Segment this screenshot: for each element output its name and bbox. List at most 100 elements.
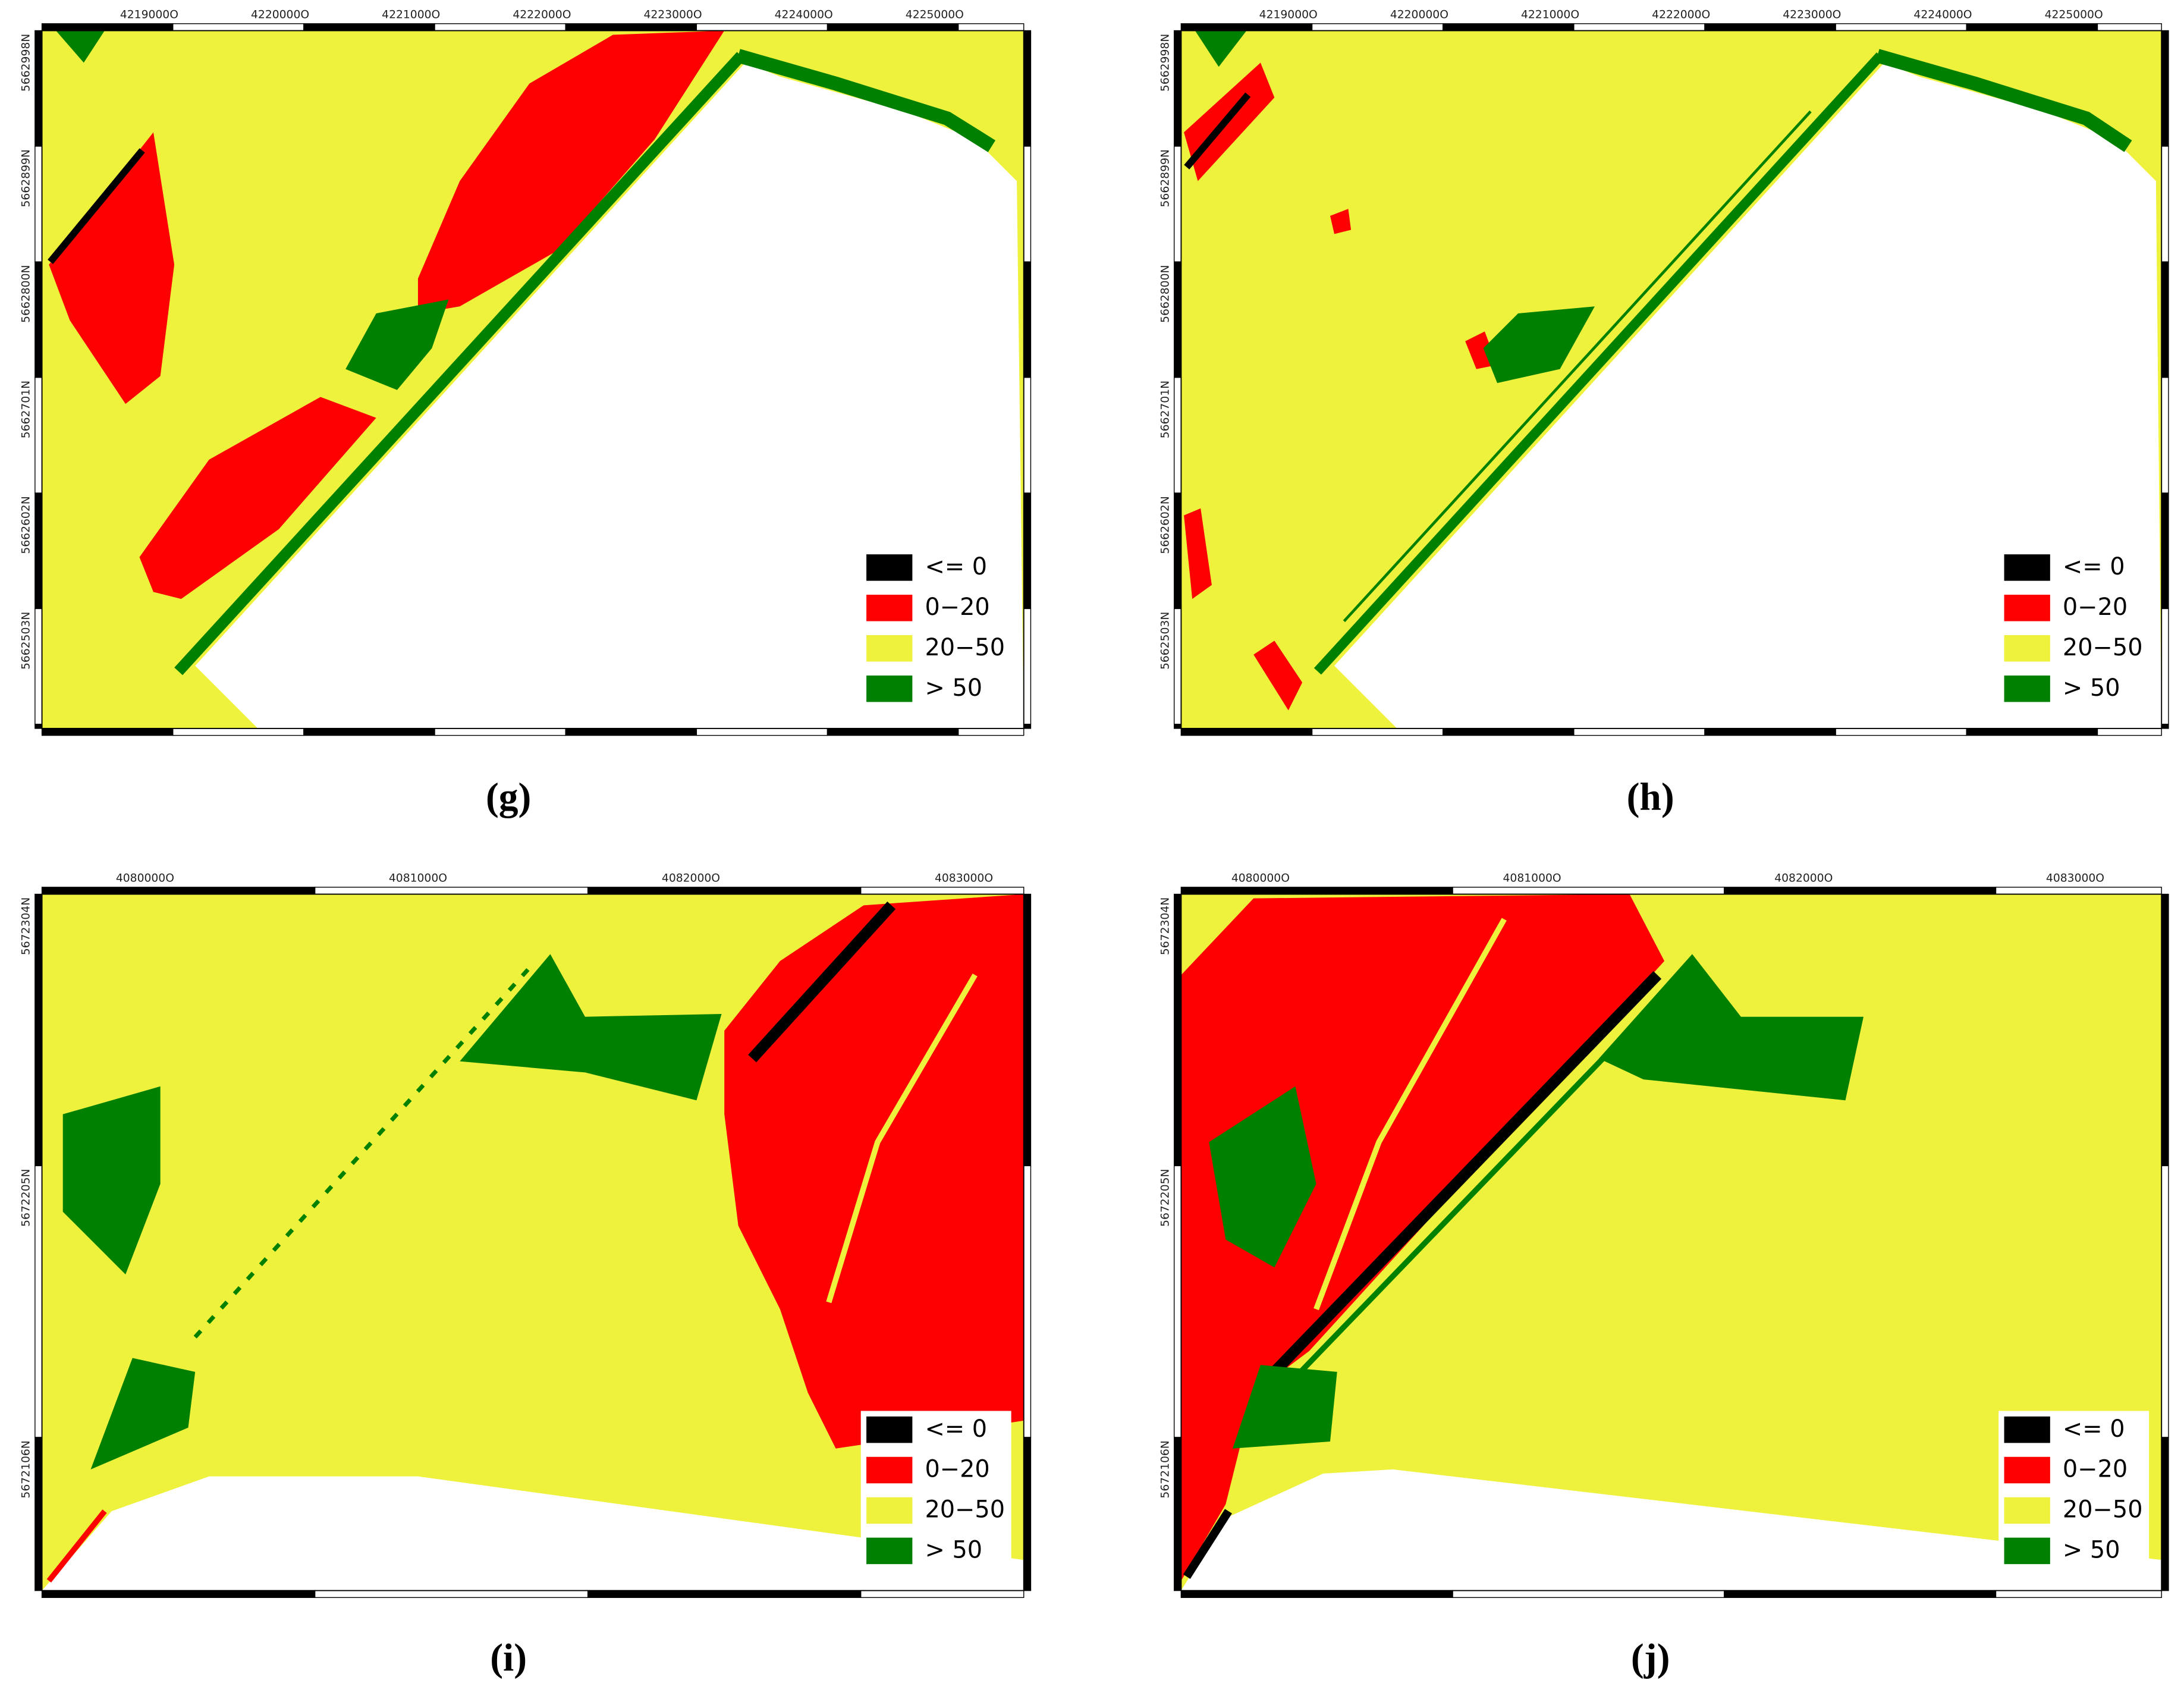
legend-label: > 50 (925, 674, 982, 702)
y-tick-label: 5662602N (20, 496, 33, 554)
x-tick-label: 4224000O (775, 8, 833, 21)
legend-label: 0−20 (2063, 593, 2128, 621)
map-area (49, 132, 175, 404)
frame-segment (41, 23, 174, 32)
map-area (1599, 954, 1864, 1101)
dike (174, 52, 746, 676)
frame-segment (957, 728, 1025, 736)
legend-label: > 50 (2063, 674, 2120, 702)
map-area (1195, 30, 1247, 67)
map-area (62, 1086, 161, 1274)
frame-segment (34, 608, 43, 725)
map-area (90, 1358, 196, 1469)
legend-swatch (2004, 554, 2050, 581)
frame-segment (1173, 146, 1182, 263)
frame-segment (1173, 30, 1182, 147)
x-tick-label: 4082000O (1774, 872, 1833, 885)
frame-segment (1180, 728, 1313, 736)
frame-segment (1452, 1590, 1725, 1599)
dike (1313, 52, 1884, 675)
frame-segment (1023, 492, 1032, 610)
frame-segment (1442, 23, 1575, 32)
frame (41, 893, 1025, 1591)
map-area (1184, 92, 1251, 169)
frame-segment (1704, 728, 1836, 736)
frame-segment (1023, 30, 1032, 147)
water (1334, 62, 2162, 728)
x-tick-label: 4080000O (1231, 872, 1290, 885)
x-tick-label: 4081000O (1503, 872, 1561, 885)
frame-segment (1995, 887, 2162, 895)
frame-segment (172, 23, 304, 32)
frame-segment (41, 887, 316, 895)
frame-segment (314, 887, 589, 895)
map-area (1483, 306, 1595, 384)
map-panel: 4080000O 4081000O 4082000O 4083000O 5672304N… (1159, 872, 2169, 1599)
legend-swatch (866, 1456, 913, 1484)
frame-segment (2161, 376, 2169, 494)
water (195, 62, 1024, 728)
frame-segment (1311, 23, 1444, 32)
panel-label: (i) (490, 1637, 527, 1679)
map-panel: 4080000O 4081000O 4082000O 4083000O 5672304N… (20, 872, 1032, 1599)
x-tick-label: 4220000O (251, 8, 309, 21)
frame-segment (2161, 1437, 2169, 1591)
frame-segment (827, 23, 959, 32)
map-area (1183, 1509, 1232, 1579)
water (42, 1476, 1024, 1591)
frame-segment (1442, 728, 1575, 736)
map-area (1209, 1086, 1316, 1268)
legend-swatch (2004, 635, 2050, 662)
dike (1343, 110, 1812, 623)
legend-label: > 50 (925, 1537, 982, 1564)
frame-segment (565, 728, 697, 736)
y-tick-label: 5662800N (1159, 265, 1171, 322)
legend-swatch (866, 675, 913, 702)
map-area (1270, 971, 1662, 1376)
frame-segment (1180, 1590, 1453, 1599)
frame-segment (957, 23, 1025, 32)
x-tick-label: 4219000O (120, 8, 178, 21)
x-tick-label: 4082000O (662, 872, 720, 885)
legend-swatch (2004, 1456, 2050, 1484)
frame-segment (1023, 261, 1032, 378)
legend-swatch (2004, 1416, 2050, 1443)
frame (1180, 893, 2163, 1591)
legend-swatch (866, 1497, 913, 1524)
frame-segment (1023, 893, 1032, 1167)
frame-segment (1173, 608, 1182, 725)
shore (736, 49, 996, 152)
frame-segment (1180, 887, 1453, 895)
map-area (345, 299, 449, 390)
x-tick-label: 4219000O (1259, 8, 1318, 21)
frame-segment (1173, 724, 1182, 729)
y-tick-label: 5662998N (20, 34, 33, 92)
frame-segment (1173, 1165, 1182, 1438)
x-tick-label: 4080000O (116, 872, 174, 885)
map-area (1184, 508, 1212, 599)
frame-segment (2097, 728, 2162, 736)
frame-segment (303, 728, 435, 736)
map-area (1181, 894, 1665, 1581)
map-area (1330, 209, 1352, 234)
map-area (417, 30, 725, 313)
x-tick-label: 4225000O (906, 8, 964, 21)
frame-segment (1573, 728, 1705, 736)
frame-segment (1023, 724, 1032, 729)
frame-segment (34, 261, 43, 378)
x-tick-label: 4222000O (513, 8, 571, 21)
x-tick-label: 4083000O (2046, 872, 2104, 885)
y-tick-label: 5672304N (1159, 897, 1171, 955)
frame-segment (2161, 492, 2169, 610)
y-tick-label: 5662998N (1159, 34, 1171, 92)
frame-segment (1173, 261, 1182, 378)
x-tick-label: 4081000O (389, 872, 447, 885)
frame-segment (34, 30, 43, 147)
x-tick-label: 4224000O (1913, 8, 1972, 21)
frame-segment (34, 146, 43, 263)
frame-segment (696, 728, 828, 736)
map-panel: 4219000O 4220000O 4221000O 4222000O 4223000O… (1159, 8, 2169, 736)
y-tick-label: 5662602N (1159, 496, 1171, 554)
legend-label: 20−50 (2063, 1496, 2143, 1524)
x-tick-label: 4225000O (2045, 8, 2103, 21)
